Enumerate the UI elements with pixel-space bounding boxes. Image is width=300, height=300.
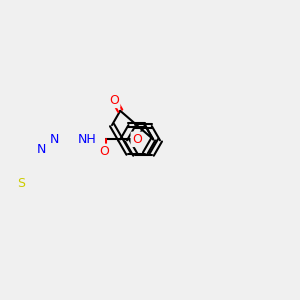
Text: O: O — [109, 94, 119, 107]
Text: O: O — [132, 133, 142, 146]
Text: N: N — [36, 142, 46, 155]
Text: S: S — [17, 177, 25, 190]
Text: NH: NH — [78, 133, 97, 146]
Text: O: O — [99, 145, 109, 158]
Text: N: N — [50, 133, 59, 146]
